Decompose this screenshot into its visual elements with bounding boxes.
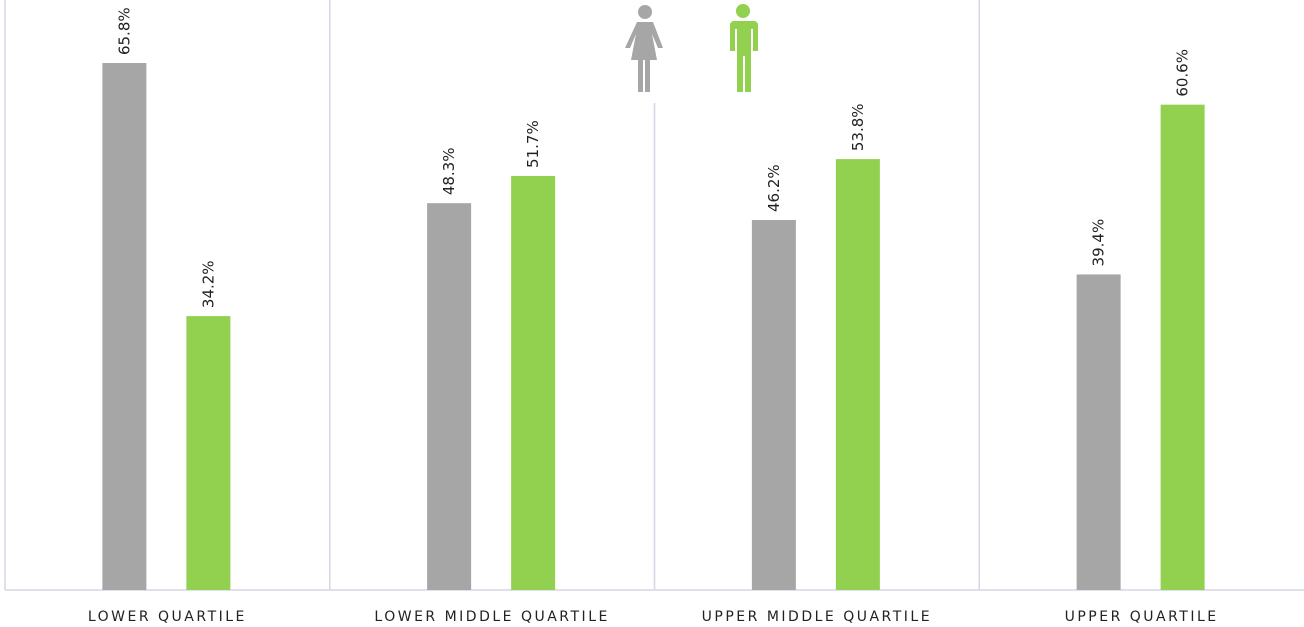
x-tick-label: LOWER MIDDLE QUARTILE bbox=[374, 609, 609, 625]
value-label: 65.8% bbox=[115, 7, 133, 55]
value-label: 39.4% bbox=[1090, 219, 1108, 267]
bar bbox=[751, 219, 796, 590]
x-tick-label: LOWER QUARTILE bbox=[88, 609, 247, 625]
male-icon bbox=[730, 4, 758, 92]
bar bbox=[1160, 104, 1205, 590]
female-icon bbox=[625, 5, 663, 92]
value-label: 60.6% bbox=[1174, 49, 1192, 97]
bar bbox=[1076, 274, 1121, 590]
value-label: 48.3% bbox=[440, 148, 458, 196]
value-label: 51.7% bbox=[524, 120, 542, 168]
bar bbox=[427, 203, 472, 590]
bar bbox=[835, 159, 880, 590]
bar bbox=[511, 175, 556, 590]
value-label: 34.2% bbox=[199, 260, 217, 308]
x-tick-label: UPPER QUARTILE bbox=[1065, 609, 1219, 625]
x-tick-label: UPPER MIDDLE QUARTILE bbox=[702, 609, 932, 625]
bar bbox=[186, 316, 231, 590]
bar bbox=[102, 63, 147, 590]
value-label: 53.8% bbox=[849, 103, 867, 151]
value-label: 46.2% bbox=[765, 164, 783, 212]
